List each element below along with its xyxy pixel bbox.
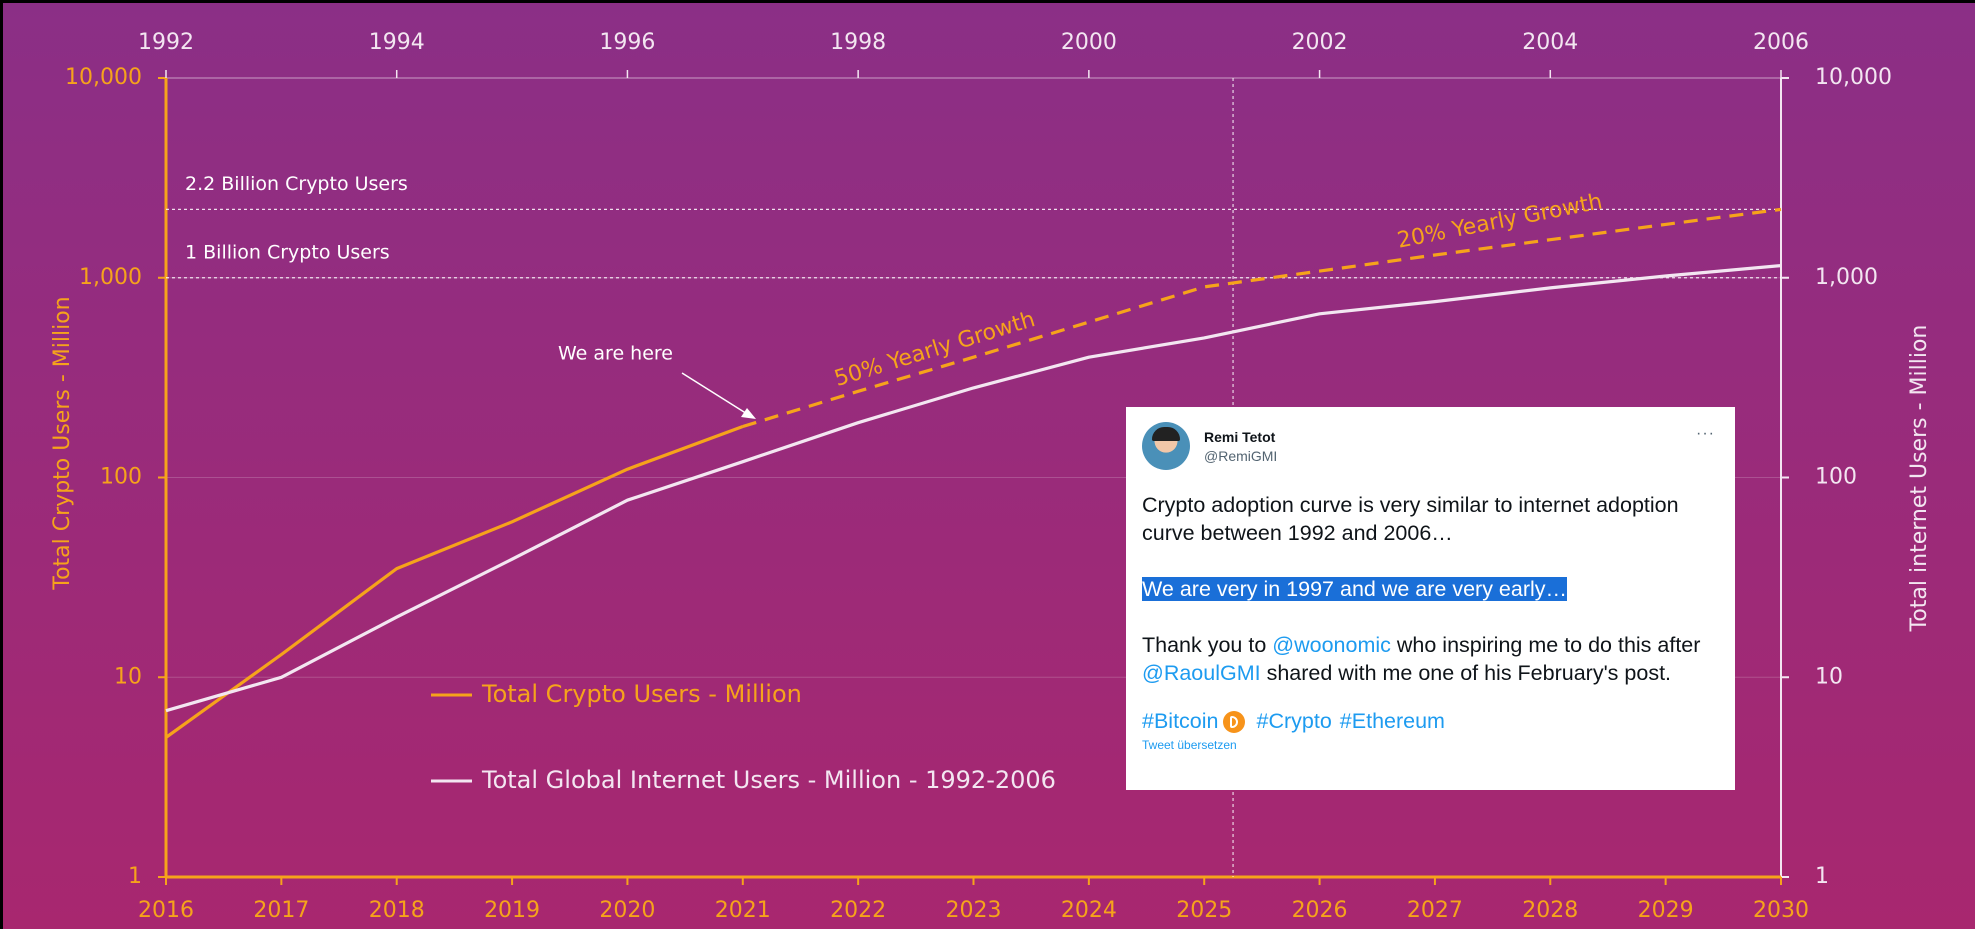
x-tick-label: 2029 xyxy=(1638,898,1694,923)
x-tick-label: 2024 xyxy=(1061,898,1117,923)
x2-tick-label: 1998 xyxy=(830,30,886,55)
avatar[interactable] xyxy=(1142,422,1190,470)
tweet-paragraph: Crypto adoption curve is very similar to… xyxy=(1142,491,1712,547)
more-menu[interactable]: ··· xyxy=(1696,425,1715,443)
mention[interactable]: @woonomic xyxy=(1272,633,1391,657)
x-tick-label: 2017 xyxy=(253,898,309,923)
y-tick-label: 1 xyxy=(128,864,142,889)
mention[interactable]: @RaoulGMI xyxy=(1142,661,1261,685)
tweet-body: Crypto adoption curve is very similar to… xyxy=(1142,491,1712,687)
tweet-text: who inspiring me to do this after xyxy=(1391,633,1701,657)
legend-label: Total Crypto Users - Million xyxy=(481,680,802,708)
x2-tick-label: 2002 xyxy=(1292,30,1348,55)
x-tick-label: 2030 xyxy=(1753,898,1809,923)
x2-tick-label: 2000 xyxy=(1061,30,1117,55)
legend-label: Total Global Internet Users - Million - … xyxy=(481,766,1056,794)
x2-tick-label: 1996 xyxy=(599,30,655,55)
x2-tick-label: 1992 xyxy=(138,30,194,55)
y2-tick-label: 1,000 xyxy=(1815,265,1878,290)
x-tick-label: 2020 xyxy=(599,898,655,923)
y-tick-label: 1,000 xyxy=(79,265,142,290)
reference-label: 1 Billion Crypto Users xyxy=(185,241,390,263)
y2-tick-label: 10 xyxy=(1815,664,1843,689)
author-name[interactable]: Remi Tetot xyxy=(1204,429,1277,445)
hashtag[interactable]: #Ethereum xyxy=(1340,709,1445,734)
tweet-header: Remi Tetot @RemiGMI ··· xyxy=(1142,419,1719,473)
translate-link[interactable]: Tweet übersetzen xyxy=(1142,738,1719,752)
author-handle[interactable]: @RemiGMI xyxy=(1204,448,1277,464)
hashtag[interactable]: #Bitcoin xyxy=(1142,709,1219,734)
y2-tick-label: 1 xyxy=(1815,864,1829,889)
y-tick-label: 100 xyxy=(100,465,142,490)
x-tick-label: 2021 xyxy=(715,898,771,923)
x-tick-label: 2018 xyxy=(369,898,425,923)
x2-tick-label: 2006 xyxy=(1753,30,1809,55)
y2-tick-label: 100 xyxy=(1815,465,1857,490)
y2-axis-label: Total internet Users - Million xyxy=(1907,325,1932,633)
reference-label: 2.2 Billion Crypto Users xyxy=(185,173,408,195)
x-tick-label: 2028 xyxy=(1522,898,1578,923)
x-tick-label: 2023 xyxy=(946,898,1002,923)
x-tick-label: 2027 xyxy=(1407,898,1463,923)
x-tick-label: 2022 xyxy=(830,898,886,923)
y-tick-label: 10 xyxy=(114,664,142,689)
y-axis-label: Total Crypto Users - Million xyxy=(50,296,75,590)
x-tick-label: 2025 xyxy=(1176,898,1232,923)
tweet-card: Remi Tetot @RemiGMI ··· Crypto adoption … xyxy=(1126,407,1735,790)
page: {"chart_data": {"type": "line", "x": [20… xyxy=(0,0,1975,929)
x-tick-label: 2026 xyxy=(1292,898,1348,923)
tweet-text: Thank you to xyxy=(1142,633,1272,657)
x2-tick-label: 1994 xyxy=(369,30,425,55)
x-tick-label: 2019 xyxy=(484,898,540,923)
y2-tick-label: 10,000 xyxy=(1815,65,1892,90)
hashtags: #Bitcoin #Crypto #Ethereum xyxy=(1142,709,1719,734)
tweet-text: shared with me one of his February's pos… xyxy=(1261,661,1671,685)
highlighted-text: We are very in 1997 and we are very earl… xyxy=(1142,577,1567,601)
hashtag[interactable]: #Crypto xyxy=(1257,709,1332,734)
tweet-paragraph: We are very in 1997 and we are very earl… xyxy=(1142,575,1712,603)
y-tick-label: 10,000 xyxy=(65,65,142,90)
x2-tick-label: 2004 xyxy=(1522,30,1578,55)
tweet-paragraph: Thank you to @woonomic who inspiring me … xyxy=(1142,631,1712,687)
bitcoin-icon xyxy=(1223,711,1245,733)
author: Remi Tetot @RemiGMI xyxy=(1204,429,1277,464)
annotation: We are here xyxy=(558,343,673,365)
x-tick-label: 2016 xyxy=(138,898,194,923)
